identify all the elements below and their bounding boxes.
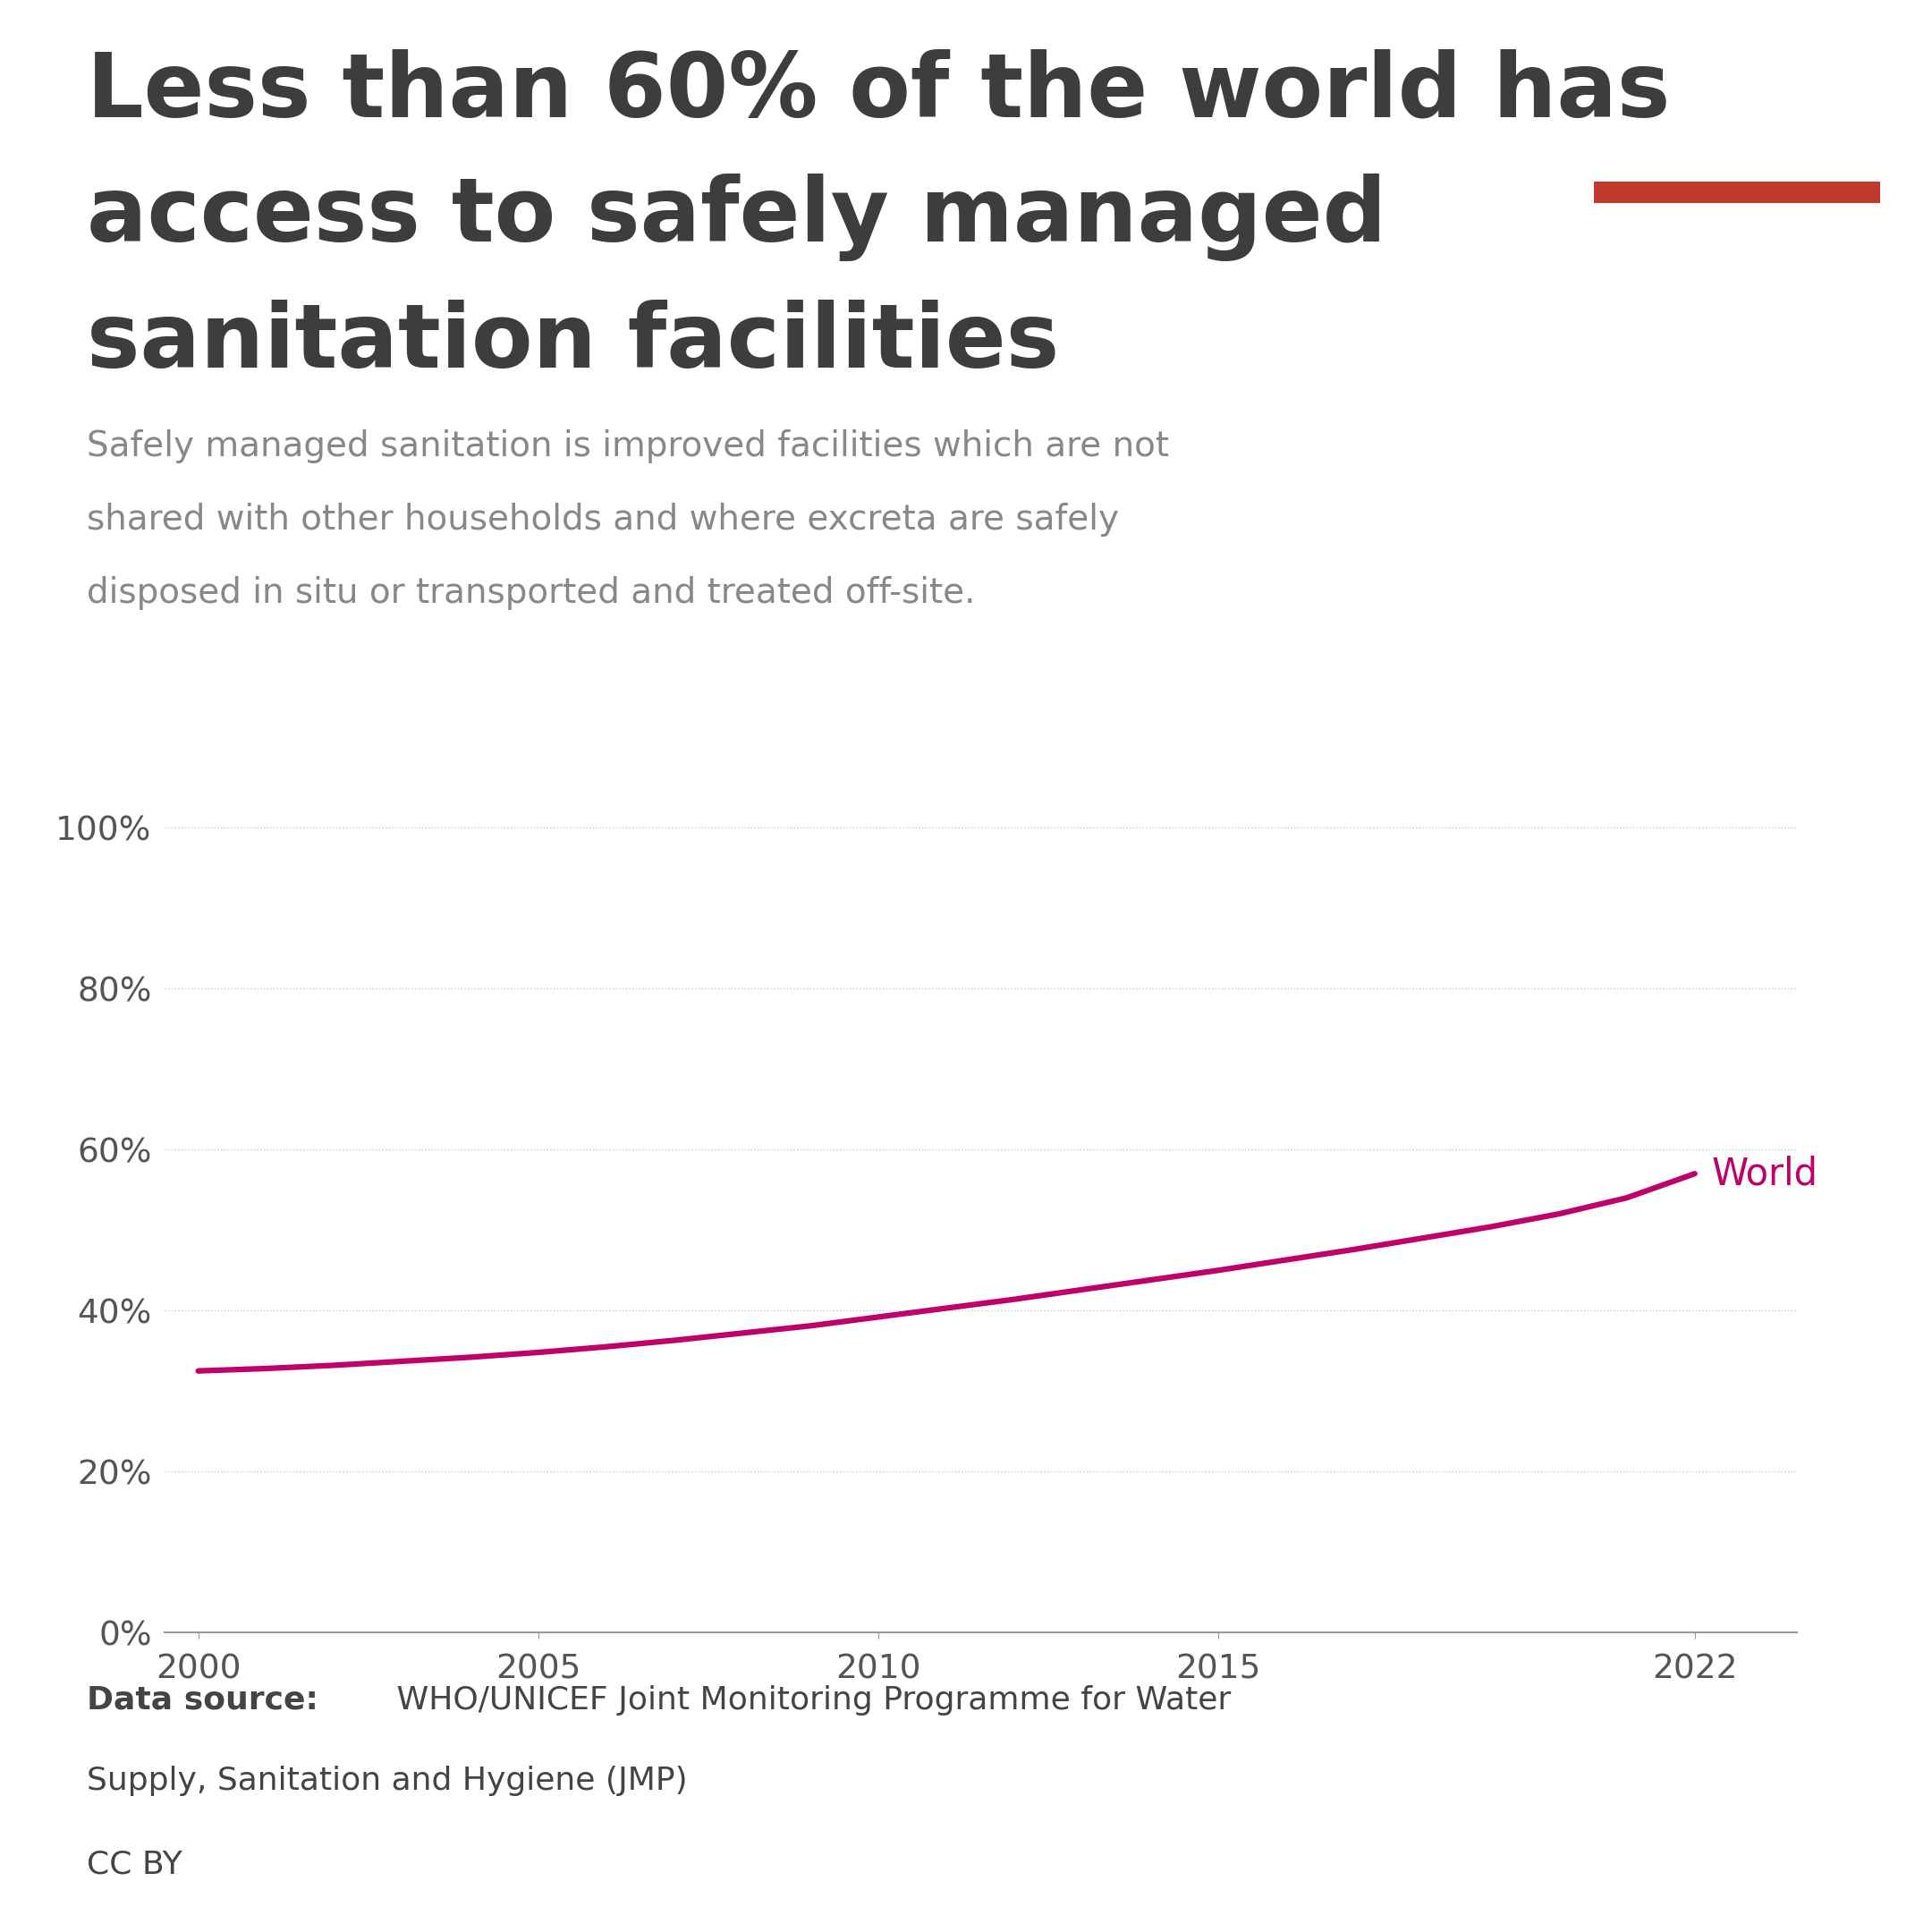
- Text: Less than 60% of the world has: Less than 60% of the world has: [87, 48, 1671, 135]
- Text: WHO/UNICEF Joint Monitoring Programme for Water: WHO/UNICEF Joint Monitoring Programme fo…: [386, 1685, 1231, 1716]
- Text: Data source:: Data source:: [87, 1685, 319, 1716]
- Text: access to safely managed: access to safely managed: [87, 174, 1387, 261]
- Text: World: World: [1712, 1155, 1818, 1192]
- Text: sanitation facilities: sanitation facilities: [87, 299, 1059, 386]
- Text: Safely managed sanitation is improved facilities which are not: Safely managed sanitation is improved fa…: [87, 429, 1169, 464]
- Bar: [1594, 182, 1880, 203]
- Text: shared with other households and where excreta are safely: shared with other households and where e…: [87, 502, 1119, 537]
- Text: Our World: Our World: [1669, 71, 1804, 95]
- Text: Supply, Sanitation and Hygiene (JMP): Supply, Sanitation and Hygiene (JMP): [87, 1766, 688, 1797]
- Text: in Data: in Data: [1689, 122, 1785, 145]
- Text: CC BY: CC BY: [87, 1849, 182, 1880]
- Text: disposed in situ or transported and treated off-site.: disposed in situ or transported and trea…: [87, 576, 976, 611]
